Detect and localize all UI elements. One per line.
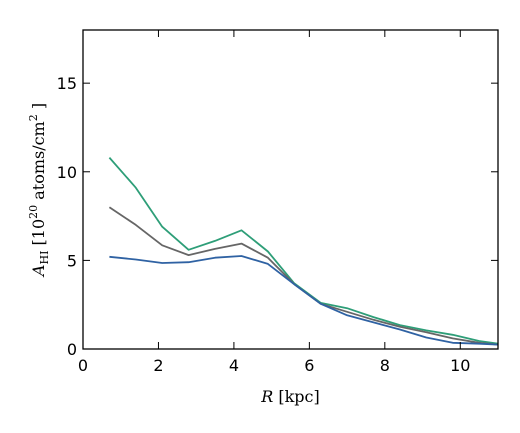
y-tick-label: 10 [57,163,77,182]
x-tick-label: 0 [78,356,88,375]
ticks-layer: 0 2 4 6 8 10 0 5 10 15 [57,30,498,375]
plot-frame [82,29,499,350]
y-tick-label: 0 [67,340,77,359]
x-tick-label: 4 [229,356,239,375]
x-axis-title: R [kpc] [260,387,320,406]
x-tick-label: 8 [380,356,390,375]
series-layer [108,157,499,346]
x-tick-label: 10 [450,356,470,375]
series-line-3 [109,255,499,346]
x-tick-label: 6 [304,356,314,375]
x-tick-label: 2 [153,356,163,375]
y-tick-label: 15 [57,74,77,93]
y-axis-title: AHI [1020 atoms/cm2 ] [27,103,51,278]
series-line-2 [108,206,499,346]
series-line-1 [108,157,499,345]
y-tick-label: 5 [67,251,77,270]
